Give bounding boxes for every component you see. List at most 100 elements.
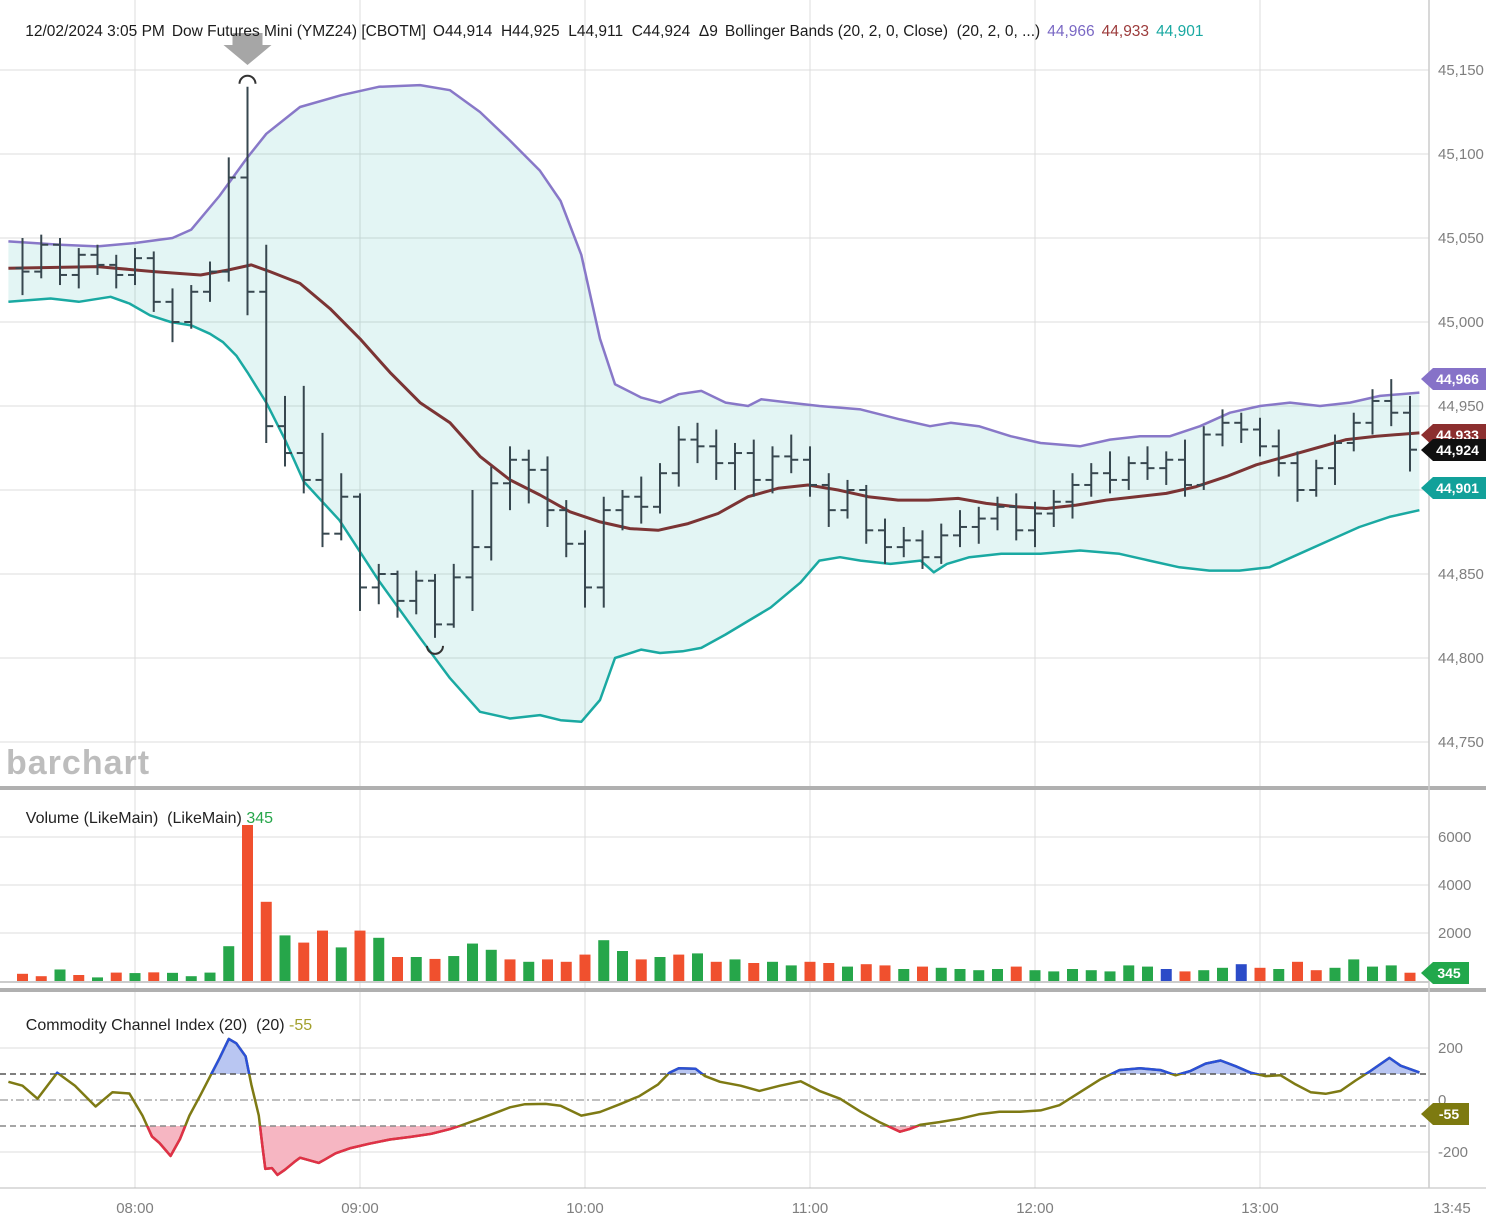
volume-bar (879, 965, 891, 981)
volume-bar (823, 963, 835, 981)
volume-bar (17, 973, 28, 981)
ohlc-bar (109, 254, 124, 289)
volume-bar (729, 959, 741, 981)
ohlc-bar (971, 506, 986, 544)
volume-bar (1085, 970, 1097, 981)
volume-bar (1160, 969, 1172, 981)
ohlc-bar (859, 484, 874, 544)
volume-bar (635, 959, 647, 981)
ohlc-bar (1121, 456, 1136, 490)
ohlc-bar (315, 432, 330, 548)
header-symbol-title: Dow Futures Mini (YMZ24) [CBOTM] (171, 23, 426, 40)
ohlc-bar (1178, 439, 1192, 497)
ohlc-bar (990, 496, 1005, 531)
ohlc-bar (746, 439, 761, 497)
axis-tick-label: -200 (1438, 1144, 1468, 1161)
volume-panel-title: Volume (LikeMain) (LikeMain) 345 (8, 792, 273, 846)
volume-bar (148, 972, 160, 981)
axis-tick-label: 09:00 (341, 1200, 379, 1217)
axis-tick-label: 11:00 (792, 1200, 828, 1217)
volume-bar (654, 957, 666, 981)
volume-bar (448, 956, 460, 981)
ohlc-bar (615, 490, 630, 531)
cci-value-badge: -55 (1421, 1103, 1469, 1125)
axis-tick-label: 45,150 (1438, 62, 1484, 79)
ohlc-bar (540, 456, 555, 527)
volume-bar (92, 977, 103, 981)
ohlc-bar (765, 446, 780, 494)
ohlc-bar (1084, 463, 1099, 497)
ohlc-bar (184, 285, 199, 329)
ohlc-bar (334, 473, 349, 541)
ohlc-bar (1046, 490, 1061, 527)
volume-bar (410, 957, 422, 981)
ohlc-bar (915, 530, 930, 569)
volume-bar (1198, 970, 1210, 981)
ohlc-bar (1234, 412, 1249, 443)
volume-bar (373, 937, 385, 981)
volume-bar (73, 975, 85, 981)
ohlc-bar (1403, 395, 1417, 472)
volume-bar (1273, 969, 1285, 981)
volume-bar (992, 969, 1003, 981)
cci-line-overbought (54, 1037, 1420, 1074)
bollinger-lower-line (8, 295, 1420, 724)
volume-bar (973, 970, 985, 981)
volume-bar (935, 967, 947, 981)
volume-bar (185, 976, 197, 981)
volume-bar (710, 961, 722, 981)
ohlc-bar (521, 449, 536, 504)
volume-bar (1142, 966, 1153, 981)
ohlc-bar (653, 463, 667, 514)
ohlc-bar (128, 248, 142, 286)
header-datetime: 12/02/2024 3:05 PM (25, 23, 165, 40)
cci-current-value: -55 (289, 1017, 313, 1034)
price-value-badge: 44,901 (1421, 477, 1486, 499)
volume-bar (1067, 969, 1078, 981)
ohlc-bar (728, 442, 742, 490)
ohlc-bar (784, 434, 799, 474)
volume-bar (1217, 967, 1228, 981)
axis-tick-label: 13:45 (1433, 1200, 1471, 1217)
axis-tick-label: 44,850 (1438, 566, 1484, 583)
header-bb-upper-value: 44,966 (1047, 23, 1095, 40)
ohlc-bar (390, 570, 405, 618)
volume-bar (804, 961, 816, 981)
volume-bar (617, 951, 628, 981)
axis-tick-label: 10:00 (566, 1200, 604, 1217)
ohlc-bar (634, 476, 649, 524)
volume-bar (35, 976, 47, 981)
ohlc-bar (1328, 434, 1342, 485)
volume-bar (1329, 967, 1341, 981)
volume-bar (1254, 967, 1266, 981)
ohlc-bar (1103, 451, 1117, 494)
ohlc-bar (1196, 426, 1211, 490)
ohlc-bar (690, 422, 705, 464)
ohlc-bar (90, 244, 105, 275)
volume-bar (560, 961, 572, 981)
ohlc-bar (1309, 459, 1324, 497)
volume-current-value: 345 (246, 810, 274, 827)
volume-bar (1010, 966, 1022, 981)
ohlc-bar (1140, 446, 1155, 480)
ohlc-bar (1159, 451, 1174, 485)
volume-bar (785, 965, 797, 981)
volume-bar (1367, 966, 1378, 981)
price-value-badge: 44,924 (1421, 439, 1486, 461)
axis-tick-label: 200 (1438, 1040, 1463, 1057)
volume-bar (298, 942, 310, 981)
ohlc-bar (1384, 379, 1399, 427)
axis-tick-label: 44,800 (1438, 650, 1484, 667)
volume-bar (354, 930, 366, 981)
volume-bar (598, 940, 610, 981)
ohlc-bar (596, 496, 611, 608)
ohlc-bar (278, 395, 292, 467)
volume-bar (260, 901, 272, 981)
ohlc-bar (559, 500, 574, 558)
ohlc-bar (1215, 409, 1230, 447)
volume-bar (1348, 959, 1360, 981)
volume-bar (842, 966, 853, 981)
ohlc-bar (1065, 473, 1080, 519)
